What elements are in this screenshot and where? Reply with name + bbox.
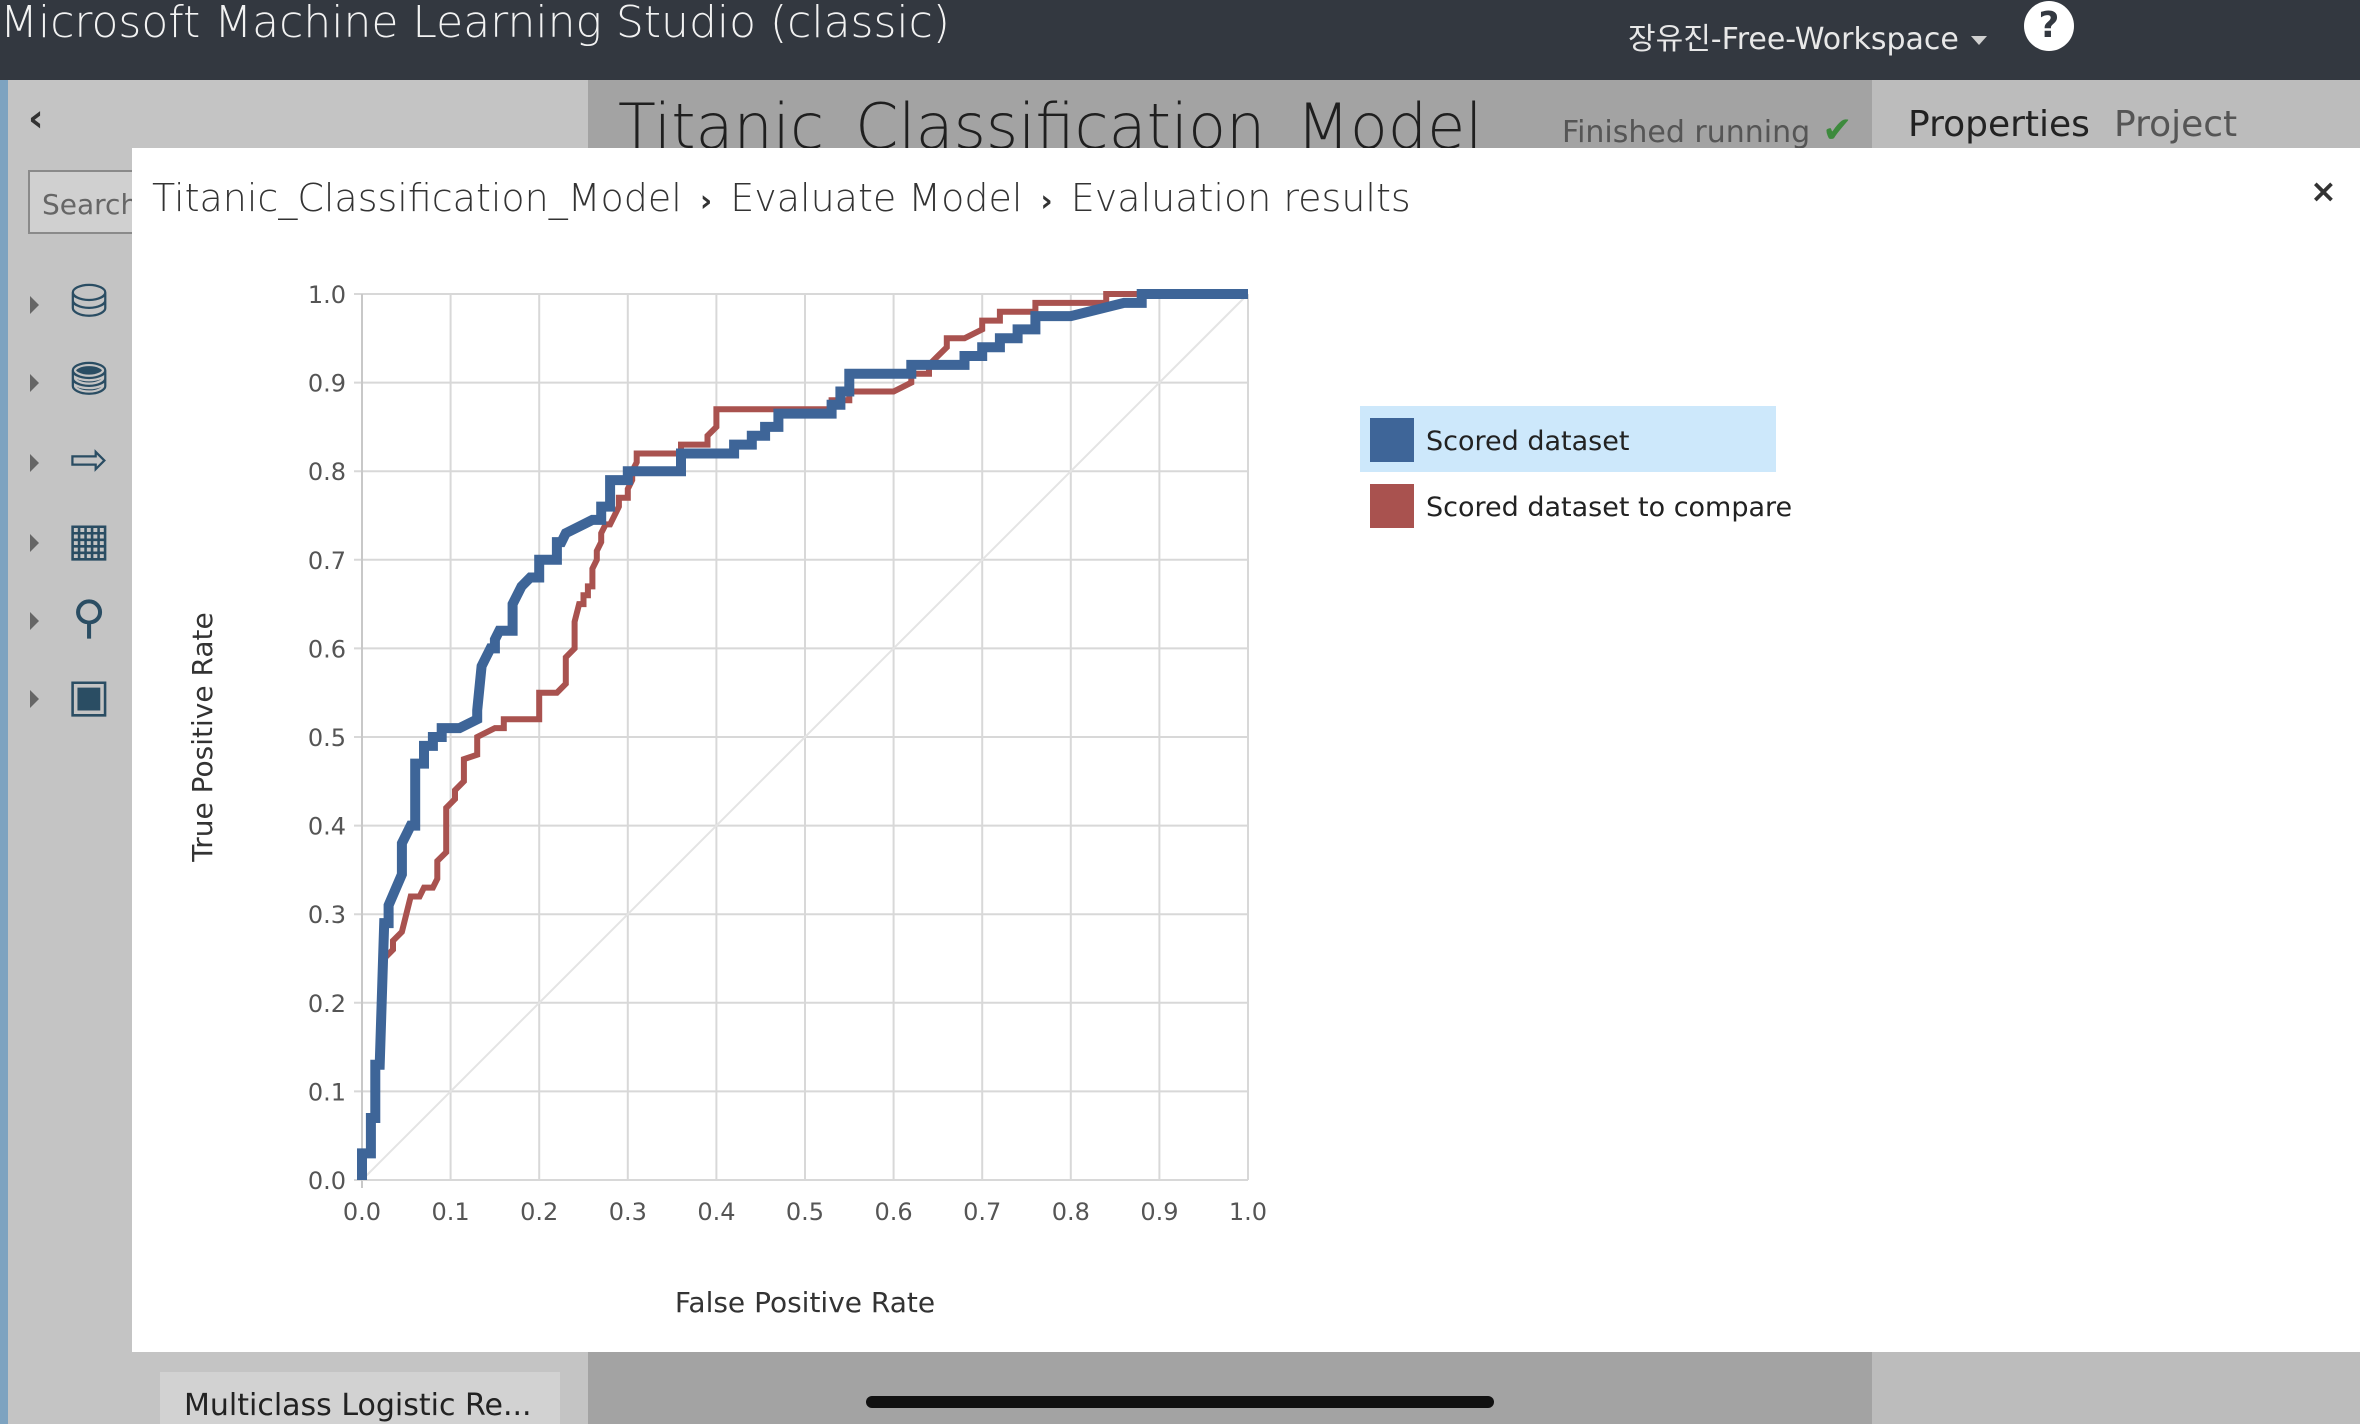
breadcrumb: Titanic_Classification_Model › Evaluate Mo… bbox=[152, 176, 1411, 220]
run-status-text: Finished running bbox=[1562, 115, 1811, 150]
home-indicator bbox=[866, 1396, 1494, 1408]
x-tick-label: 0.7 bbox=[963, 1198, 1001, 1226]
palette-group-data-format[interactable]: ⛃ bbox=[30, 350, 130, 416]
palette-group-feature-selection[interactable]: ⚲ bbox=[30, 588, 130, 654]
expand-triangle-icon bbox=[30, 534, 39, 552]
x-tick-label: 0.6 bbox=[875, 1198, 913, 1226]
expand-triangle-icon bbox=[30, 690, 39, 708]
accent-bar bbox=[0, 80, 8, 1424]
help-button[interactable]: ? bbox=[2024, 1, 2074, 51]
legend-label: Scored dataset bbox=[1426, 426, 1630, 457]
x-axis-label: False Positive Rate bbox=[675, 1286, 935, 1319]
legend-swatch bbox=[1370, 484, 1414, 528]
breadcrumb-experiment[interactable]: Titanic_Classification_Model bbox=[152, 176, 682, 220]
y-tick-label: 0.6 bbox=[308, 635, 346, 663]
top-bar: Microsoft Machine Learning Studio (class… bbox=[0, 0, 2360, 80]
close-button[interactable]: × bbox=[2310, 172, 2337, 210]
palette-group-transformation[interactable]: ▦ bbox=[30, 510, 130, 576]
y-tick-label: 0.9 bbox=[308, 370, 346, 398]
legend-label: Scored dataset to compare bbox=[1426, 492, 1793, 523]
legend-item-scored-dataset-compare[interactable]: Scored dataset to compare bbox=[1360, 472, 1792, 538]
chevron-down-icon bbox=[1970, 36, 1987, 45]
database-export-icon: ⇨ bbox=[69, 432, 109, 486]
expand-triangle-icon bbox=[30, 612, 39, 630]
x-tick-label: 0.4 bbox=[697, 1198, 735, 1226]
y-tick-label: 0.7 bbox=[308, 547, 346, 575]
x-tick-label: 0.0 bbox=[343, 1198, 381, 1226]
breadcrumb-module[interactable]: Evaluate Model bbox=[730, 176, 1023, 220]
x-tick-label: 0.2 bbox=[520, 1198, 558, 1226]
y-tick-label: 0.1 bbox=[308, 1078, 346, 1106]
module-label: Multiclass Logistic Re... bbox=[184, 1388, 532, 1423]
palette-group-machine-learning[interactable]: ▣ bbox=[30, 666, 130, 732]
roc-chart: 0.0 0.1 0.2 0.3 0.4 0.5 0.6 0.7 0.8 0.9 1.0 0.0 0.1 0… bbox=[186, 281, 1267, 1319]
x-tick-label: 0.3 bbox=[609, 1198, 647, 1226]
chart-ticks: 0.0 0.1 0.2 0.3 0.4 0.5 0.6 0.7 0.8 0.9 1.0 0.0 0.1 0… bbox=[308, 281, 1267, 1226]
database-list-icon: ⛃ bbox=[69, 352, 109, 406]
palette-group-data-io[interactable]: ⇨ bbox=[30, 430, 130, 496]
app-title: Microsoft Machine Learning Studio (class… bbox=[0, 0, 950, 48]
workspace-name: 장유진-Free-Workspace bbox=[1628, 22, 1959, 57]
palette-search-input[interactable]: Search bbox=[28, 170, 138, 234]
breadcrumb-current: Evaluation results bbox=[1070, 176, 1411, 220]
x-tick-label: 0.5 bbox=[786, 1198, 824, 1226]
x-tick-label: 0.1 bbox=[432, 1198, 470, 1226]
y-tick-label: 0.8 bbox=[308, 458, 346, 486]
chevron-right-icon: › bbox=[699, 184, 713, 219]
expand-triangle-icon bbox=[30, 454, 39, 472]
legend-swatch bbox=[1370, 418, 1414, 462]
chart-legend: Scored dataset Scored dataset to compare bbox=[1360, 406, 1792, 538]
tab-project[interactable]: Project bbox=[2114, 104, 2238, 145]
series-line-scored-dataset-compare bbox=[359, 291, 1248, 1180]
x-tick-label: 0.9 bbox=[1140, 1198, 1178, 1226]
y-tick-label: 1.0 bbox=[308, 281, 346, 309]
tab-properties[interactable]: Properties bbox=[1908, 104, 2090, 145]
datasets-icon: ⛁ bbox=[69, 274, 109, 328]
workspace-selector[interactable]: 장유진-Free-Workspace bbox=[1628, 14, 1987, 58]
run-status: Finished running ✔ bbox=[1562, 110, 1852, 151]
x-tick-label: 1.0 bbox=[1229, 1198, 1267, 1226]
y-tick-label: 0.4 bbox=[308, 813, 346, 841]
y-tick-label: 0.2 bbox=[308, 990, 346, 1018]
palette-module-item[interactable]: Multiclass Logistic Re... bbox=[160, 1372, 560, 1424]
expand-triangle-icon bbox=[30, 296, 39, 314]
y-tick-label: 0.3 bbox=[308, 901, 346, 929]
y-tick-label: 0.0 bbox=[308, 1167, 346, 1195]
search-placeholder: Search bbox=[42, 188, 139, 221]
grid-transform-icon: ▦ bbox=[67, 512, 111, 566]
checkmark-icon: ✔ bbox=[1822, 110, 1853, 151]
magnifier-icon: ⚲ bbox=[72, 590, 106, 644]
x-tick-label: 0.8 bbox=[1052, 1198, 1090, 1226]
chart-series bbox=[357, 289, 1249, 1181]
y-tick-label: 0.5 bbox=[308, 724, 346, 752]
presentation-board-icon: ▣ bbox=[67, 668, 111, 722]
legend-item-scored-dataset[interactable]: Scored dataset bbox=[1360, 406, 1776, 472]
diagonal-reference-line bbox=[361, 293, 1249, 1181]
palette-group-datasets[interactable]: ⛁ bbox=[30, 272, 130, 338]
series-line-scored-dataset bbox=[357, 289, 1248, 1180]
evaluation-results-dialog: Titanic_Classification_Model › Evaluate Mo… bbox=[132, 148, 2360, 1352]
chevron-right-icon: › bbox=[1040, 184, 1053, 219]
collapse-palette-icon[interactable]: ‹ bbox=[28, 96, 44, 140]
y-axis-label: True Positive Rate bbox=[186, 612, 219, 862]
expand-triangle-icon bbox=[30, 374, 39, 392]
